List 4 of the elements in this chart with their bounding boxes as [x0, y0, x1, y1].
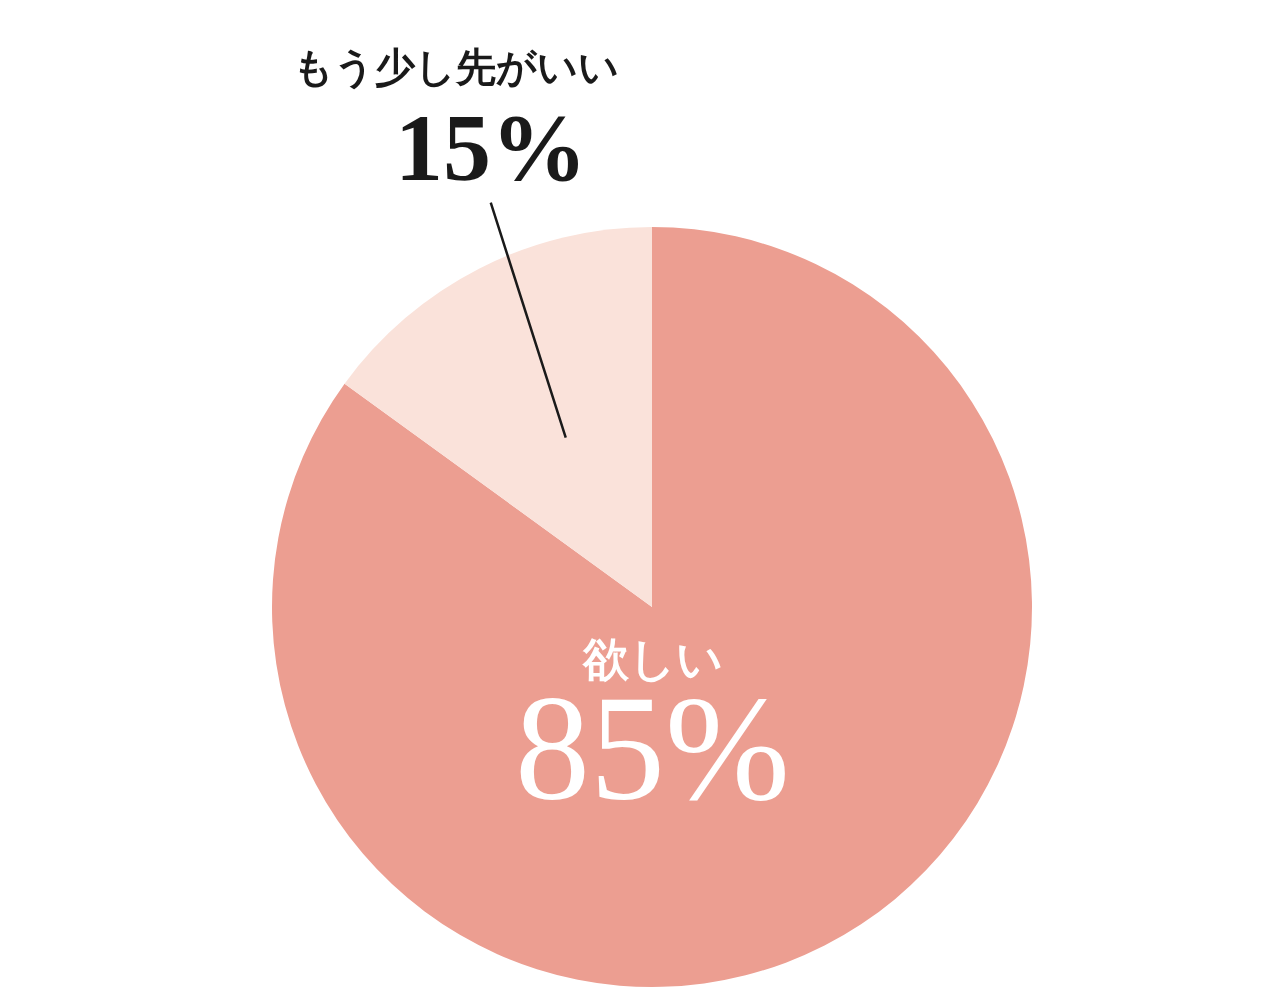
pie-slice	[344, 227, 652, 607]
pie-slice	[272, 227, 1032, 987]
data-label: 15%	[395, 94, 587, 201]
slice-label: もう少し先がいい	[293, 44, 619, 90]
